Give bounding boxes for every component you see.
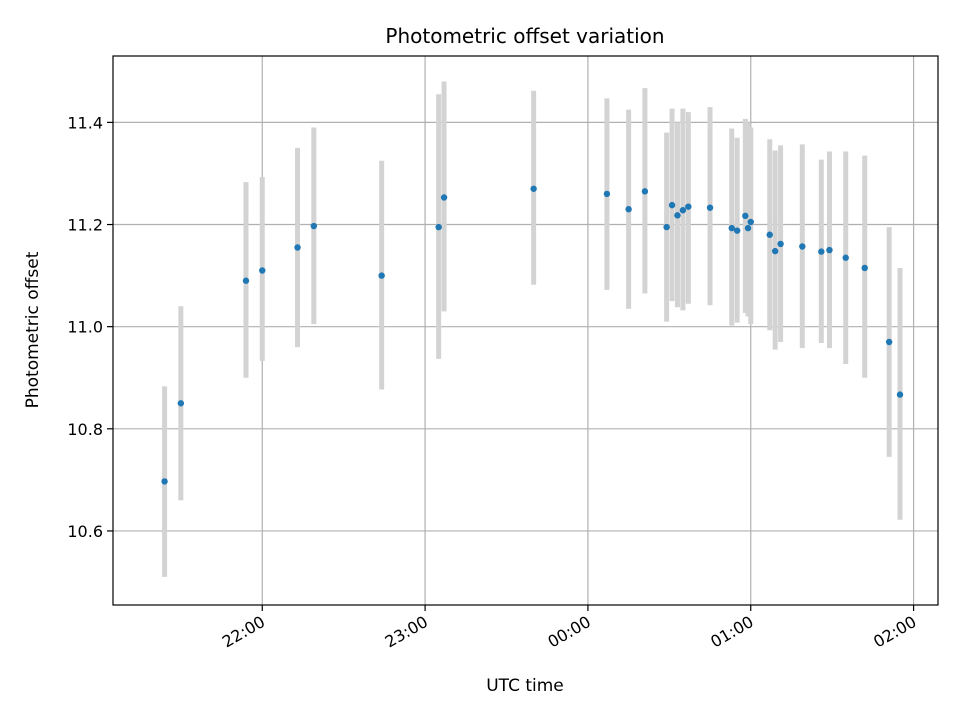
y-axis-ticks: 10.6 10.8 11.0 11.2 11.4 — [67, 113, 113, 541]
data-point — [242, 277, 250, 284]
data-point — [733, 227, 741, 234]
data-point — [378, 272, 385, 279]
data-point — [530, 185, 537, 192]
data-point — [766, 231, 773, 238]
data-point — [310, 222, 318, 230]
data-point — [161, 478, 168, 485]
y-tick-label: 11.0 — [67, 318, 103, 337]
data-point — [861, 264, 868, 272]
data-point — [777, 240, 784, 248]
y-tick-label: 11.2 — [67, 216, 103, 235]
y-axis-title: Photometric offset — [23, 251, 43, 408]
data-point — [641, 188, 649, 195]
x-axis-title: UTC time — [486, 676, 564, 696]
data-point — [625, 206, 632, 213]
data-point — [259, 267, 266, 274]
data-point — [685, 203, 692, 210]
data-point — [674, 212, 681, 219]
data-point — [747, 218, 754, 226]
data-point — [706, 204, 714, 211]
data-point — [603, 190, 611, 198]
data-point — [728, 224, 735, 232]
data-point — [668, 201, 676, 209]
data-point — [435, 223, 442, 231]
data-point — [294, 244, 301, 251]
data-point — [742, 212, 749, 220]
data-point — [663, 223, 670, 231]
data-point — [896, 391, 904, 398]
data-point — [177, 400, 185, 407]
plot-frame — [112, 55, 939, 606]
y-tick-label: 11.4 — [67, 113, 103, 132]
data-point — [744, 224, 752, 232]
chart-title: Photometric offset variation — [385, 24, 664, 48]
data-point — [818, 248, 825, 255]
data-point — [679, 207, 687, 214]
data-point — [440, 194, 448, 201]
y-tick-label: 10.8 — [67, 420, 103, 439]
data-point — [799, 243, 806, 250]
data-point — [842, 254, 849, 261]
data-point — [771, 247, 779, 255]
data-point — [826, 246, 833, 254]
y-tick-label: 10.6 — [67, 522, 103, 541]
data-points — [161, 185, 904, 485]
data-point — [885, 338, 893, 346]
